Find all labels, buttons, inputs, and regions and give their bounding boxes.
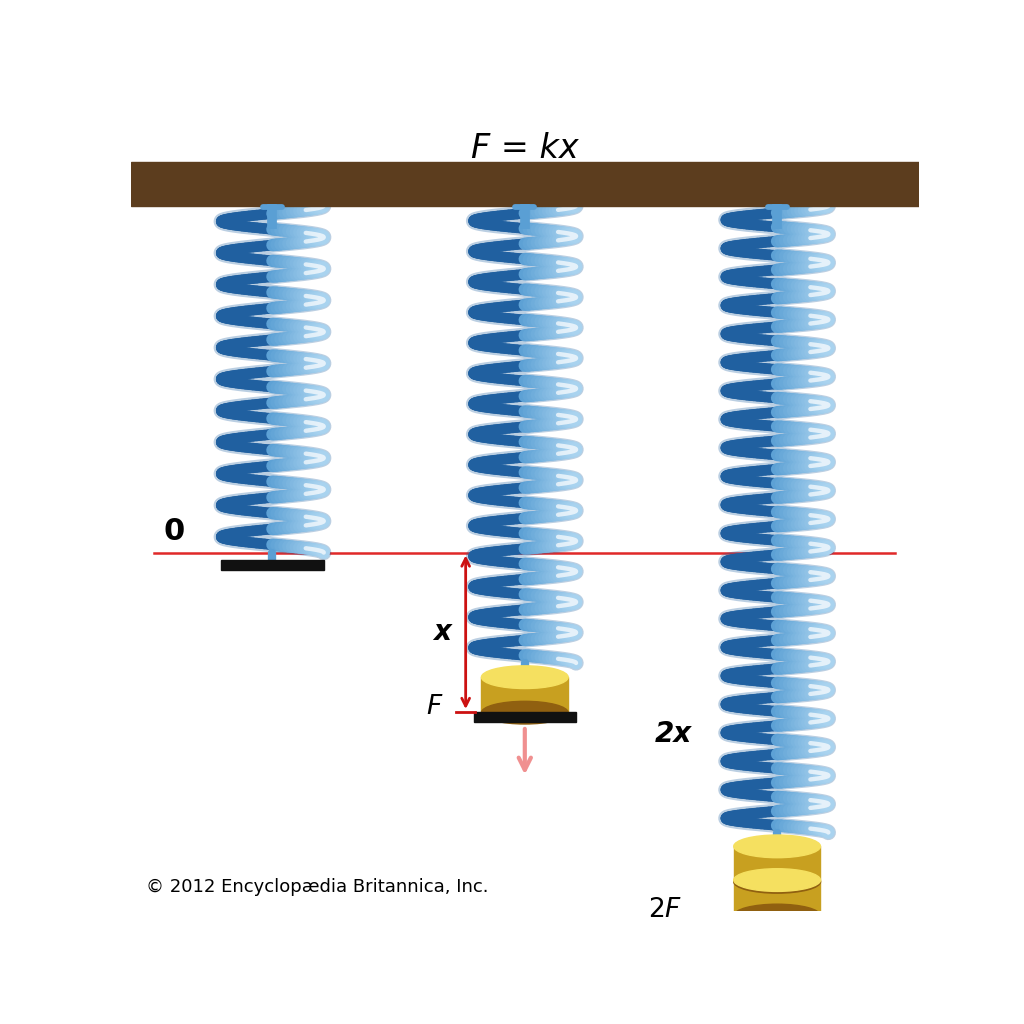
Ellipse shape xyxy=(734,870,820,893)
Ellipse shape xyxy=(734,868,820,892)
Text: $F$: $F$ xyxy=(426,694,443,720)
Text: © 2012 Encyclopædia Britannica, Inc.: © 2012 Encyclopædia Britannica, Inc. xyxy=(146,878,488,896)
Bar xyxy=(131,162,920,206)
Ellipse shape xyxy=(481,666,568,688)
Polygon shape xyxy=(726,914,828,925)
Text: $2F$: $2F$ xyxy=(648,897,682,923)
Ellipse shape xyxy=(734,835,820,858)
Polygon shape xyxy=(734,880,820,915)
Ellipse shape xyxy=(481,701,568,724)
Polygon shape xyxy=(221,560,324,570)
Ellipse shape xyxy=(734,904,820,927)
Text: x: x xyxy=(433,618,452,646)
Text: F = kx: F = kx xyxy=(471,132,579,165)
Polygon shape xyxy=(481,677,568,713)
Polygon shape xyxy=(734,847,820,882)
Text: 0: 0 xyxy=(163,517,184,546)
Text: 2x: 2x xyxy=(654,720,692,748)
Polygon shape xyxy=(473,712,577,722)
